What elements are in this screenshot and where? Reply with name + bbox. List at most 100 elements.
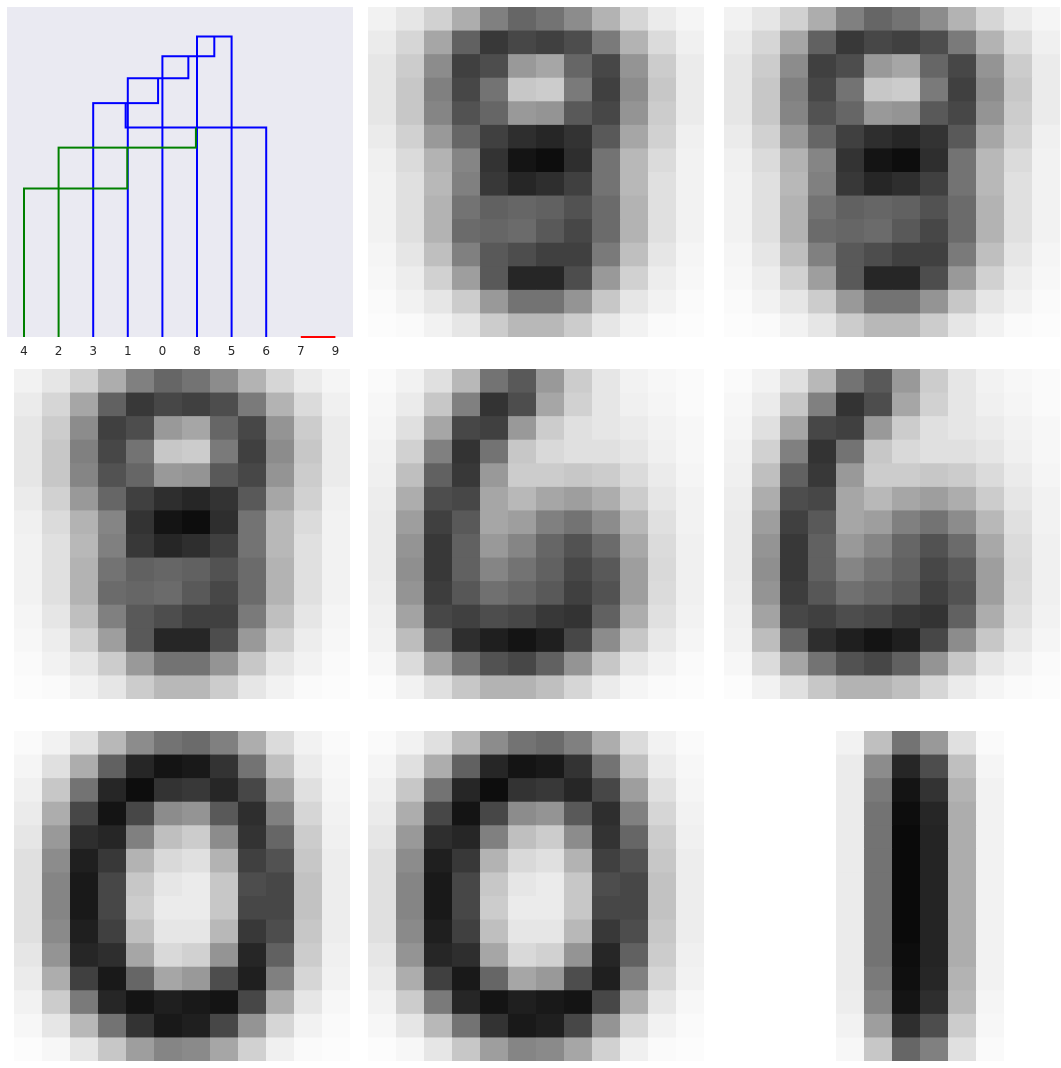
heatmap-cell [368, 101, 397, 126]
heatmap-cell [948, 919, 977, 944]
heatmap-cell [154, 604, 183, 629]
heatmap-cell [752, 510, 781, 535]
heatmap-cell [620, 990, 649, 1015]
heatmap-cell [976, 54, 1005, 79]
heatmap-cell [892, 990, 921, 1015]
heatmap-cell [620, 534, 649, 559]
heatmap-cell [948, 896, 977, 921]
heatmap-cell [648, 825, 677, 850]
heatmap-cell [1032, 943, 1060, 968]
heatmap-cell [396, 313, 425, 337]
heatmap-cell [592, 101, 621, 126]
heatmap-cell [920, 581, 949, 606]
heatmap-cell [676, 30, 704, 55]
heatmap-cell [126, 872, 155, 897]
heatmap-cell [14, 754, 43, 779]
heatmap-cell [1032, 778, 1060, 803]
heatmap-cell [564, 825, 593, 850]
heatmap-cell [1032, 581, 1060, 606]
heatmap-cell [592, 801, 621, 826]
heatmap-cell [154, 628, 183, 653]
heatmap-cell [98, 1037, 127, 1061]
heatmap-cell [98, 801, 127, 826]
heatmap-cell [1032, 1037, 1060, 1061]
heatmap-cell [676, 675, 704, 699]
heatmap-cell [836, 369, 865, 394]
heatmap-cell [724, 651, 753, 677]
heatmap-cell [620, 731, 649, 756]
heatmap-cell [752, 77, 781, 102]
heatmap-cell [592, 778, 621, 803]
heatmap-cell [752, 463, 781, 488]
heatmap-cell [294, 439, 323, 464]
heatmap-cell [592, 990, 621, 1015]
heatmap-cell [368, 439, 397, 464]
heatmap-cell [592, 848, 621, 874]
heatmap-cell [592, 510, 621, 535]
heatmap-cell [1032, 242, 1060, 267]
heatmap-cell [536, 604, 565, 629]
heatmap-cell [752, 651, 781, 677]
heatmap-cell [508, 463, 537, 488]
heatmap-cell [508, 172, 537, 197]
heatmap-cell [948, 1037, 977, 1061]
heatmap-cell [210, 675, 239, 699]
heatmap-cell [210, 825, 239, 850]
heatmap-cell [210, 754, 239, 779]
heatmap-cell [480, 675, 509, 699]
heatmap-cell [592, 439, 621, 464]
heatmap-cell [266, 604, 295, 629]
heatmap-cell [592, 628, 621, 653]
heatmap-cell [210, 416, 239, 441]
heatmap-cell [368, 675, 397, 699]
heatmap-cell [564, 966, 593, 991]
heatmap-cell [70, 392, 99, 417]
heatmap-cell [322, 463, 350, 488]
heatmap-cell [368, 966, 397, 991]
heatmap-cell [676, 392, 704, 417]
heatmap-cell [508, 369, 537, 394]
heatmap-cell [976, 896, 1005, 921]
heatmap-cell [266, 872, 295, 897]
heatmap-cell [396, 510, 425, 535]
heatmap-cell [724, 439, 753, 464]
heatmap-cell [1004, 801, 1033, 826]
heatmap-cell [592, 392, 621, 417]
heatmap-cell [592, 463, 621, 488]
heatmap-cell [1004, 919, 1033, 944]
heatmap-cell [892, 172, 921, 197]
heatmap-cell [424, 825, 453, 850]
heatmap-cell [70, 486, 99, 512]
x-tick-label: 5 [228, 344, 236, 358]
heatmap-cell [864, 463, 893, 488]
heatmap-cell [648, 77, 677, 102]
heatmap-cell [42, 966, 71, 991]
heatmap-cell [42, 534, 71, 559]
heatmap-cell [424, 604, 453, 629]
heatmap-cell [724, 675, 753, 699]
heatmap-cell [948, 392, 977, 417]
heatmap-cell [592, 754, 621, 779]
heatmap-cell [564, 510, 593, 535]
heatmap-cell [976, 266, 1005, 291]
heatmap-cell [480, 778, 509, 803]
heatmap-cell [648, 801, 677, 826]
heatmap-cell [752, 557, 781, 582]
heatmap-cell [920, 195, 949, 220]
heatmap-cell [920, 628, 949, 653]
heatmap-cell [42, 778, 71, 803]
heatmap-cell [752, 966, 781, 991]
heatmap-panel-6 [14, 731, 350, 1061]
heatmap-cell [724, 801, 753, 826]
heatmap-cell [724, 30, 753, 55]
heatmap-cell [780, 7, 809, 32]
heatmap-cell [322, 825, 350, 850]
heatmap-cell [976, 801, 1005, 826]
heatmap-cell [1032, 731, 1060, 756]
heatmap-cell [368, 872, 397, 897]
heatmap-cell [892, 754, 921, 779]
heatmap-cell [210, 1037, 239, 1061]
heatmap-cell [892, 1013, 921, 1039]
heatmap-cell [724, 778, 753, 803]
heatmap-cell [892, 510, 921, 535]
